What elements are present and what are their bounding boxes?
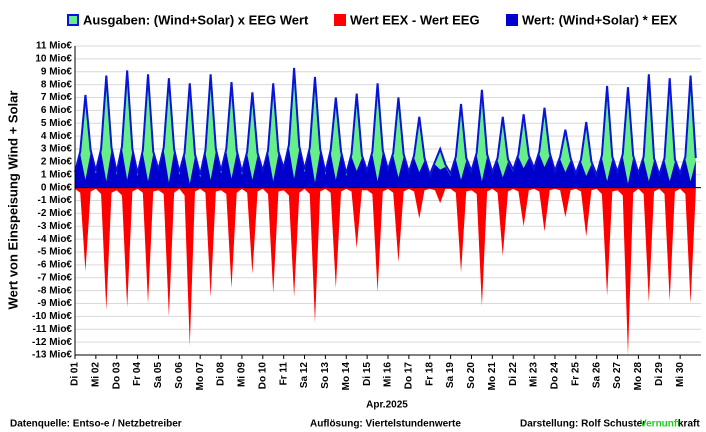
footer-resolution: Auflösung: Viertelstundenwerte	[310, 419, 461, 430]
x-tick-label: Do 17	[404, 362, 415, 390]
y-tick-label: 4 Mio€	[41, 131, 73, 142]
y-tick-label: -10 Mio€	[32, 311, 72, 322]
x-tick-label: Mi 23	[529, 362, 540, 387]
x-tick-label: Mo 14	[341, 362, 352, 391]
y-tick-label: 9 Mio€	[41, 66, 73, 77]
legend-swatch	[334, 14, 346, 26]
area-outline	[74, 67, 697, 179]
x-tick-label: Sa 26	[591, 362, 602, 389]
x-tick-label: Mi 09	[237, 362, 248, 387]
footer-brand: kraft	[678, 419, 700, 430]
x-tick-label: So 06	[174, 362, 185, 389]
y-tick-label: -12 Mio€	[32, 337, 72, 348]
y-tick-label: -5 Mio€	[38, 247, 73, 258]
x-tick-label: Fr 25	[570, 362, 581, 386]
footer-author: Darstellung: Rolf Schuster	[520, 419, 646, 430]
legend-label: Wert: (Wind+Solar) * EEX	[522, 12, 678, 27]
x-tick-label: Mi 02	[91, 362, 102, 387]
x-tick-label: Mi 16	[383, 362, 394, 387]
legend-swatch	[506, 14, 518, 26]
y-tick-label: -3 Mio€	[38, 221, 73, 232]
footer-brand: Vernunft	[640, 419, 681, 430]
x-tick-label: Di 15	[362, 362, 373, 386]
footer-source: Datenquelle: Entso-e / Netzbetreiber	[10, 419, 182, 430]
x-tick-label: Mo 07	[195, 362, 206, 391]
x-tick-label: Di 01	[70, 362, 81, 386]
y-tick-label: -2 Mio€	[38, 208, 73, 219]
y-tick-label: 0 Mio€	[41, 182, 73, 193]
y-axis-label: Wert von Einspeisung Wind + Solar	[5, 91, 20, 310]
x-tick-label: Di 29	[654, 362, 665, 386]
y-tick-label: 8 Mio€	[41, 79, 73, 90]
x-tick-label: Fr 11	[278, 362, 289, 386]
x-tick-label: Do 10	[257, 362, 268, 390]
y-tick-label: -8 Mio€	[38, 285, 73, 296]
legend-label: Wert EEX - Wert EEG	[350, 12, 480, 27]
x-tick-label: Sa 19	[445, 362, 456, 389]
y-tick-label: 11 Mio€	[36, 41, 73, 52]
y-tick-label: 2 Mio€	[41, 157, 73, 168]
y-tick-label: -11 Mio€	[33, 324, 73, 335]
legend-label: Ausgaben: (Wind+Solar) x EEG Wert	[83, 12, 309, 27]
y-tick-label: -1 Mio€	[38, 195, 73, 206]
x-tick-label: Sa 05	[153, 362, 164, 389]
x-tick-label: So 20	[466, 362, 477, 389]
x-tick-label: Di 08	[216, 362, 227, 386]
y-tick-label: 3 Mio€	[41, 144, 73, 155]
x-tick-label: So 13	[320, 362, 331, 389]
y-tick-label: 7 Mio€	[41, 92, 73, 103]
x-tick-label: Fr 04	[132, 362, 143, 386]
x-tick-label: Di 22	[508, 362, 519, 386]
x-axis-label: Apr.2025	[366, 400, 408, 411]
y-tick-label: -9 Mio€	[38, 298, 73, 309]
x-tick-label: Do 03	[111, 362, 122, 390]
y-tick-label: 5 Mio€	[41, 118, 73, 129]
x-tick-label: Mo 21	[487, 362, 498, 391]
y-tick-label: -6 Mio€	[38, 260, 73, 271]
y-tick-label: -4 Mio€	[38, 234, 73, 245]
y-tick-label: -13 Mio€	[32, 350, 72, 361]
y-tick-label: 6 Mio€	[41, 105, 73, 116]
legend-swatch	[67, 14, 79, 26]
y-tick-label: 10 Mio€	[35, 54, 72, 65]
x-tick-label: Sa 12	[299, 362, 310, 389]
area	[75, 147, 696, 188]
x-tick-label: Do 24	[550, 362, 561, 390]
x-tick-label: Mo 28	[633, 362, 644, 391]
x-tick-label: So 27	[612, 362, 623, 389]
area	[75, 187, 696, 355]
x-tick-label: Fr 18	[424, 362, 435, 386]
y-tick-label: -7 Mio€	[38, 272, 73, 283]
y-tick-label: 1 Mio€	[41, 169, 73, 180]
x-tick-label: Mi 30	[675, 362, 686, 387]
